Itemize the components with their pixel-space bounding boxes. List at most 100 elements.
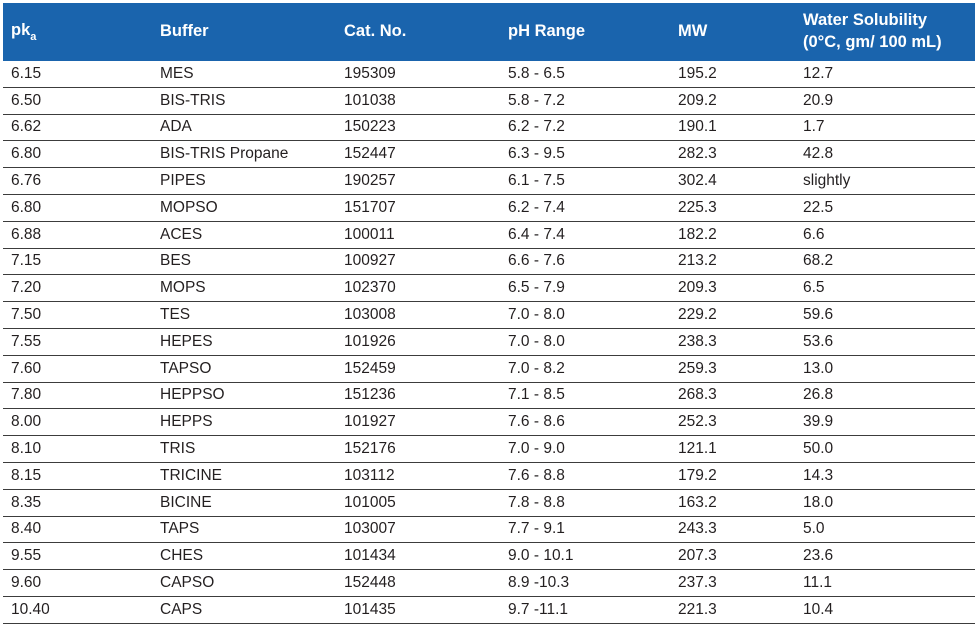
- cell-solubility: 53.6: [803, 332, 834, 350]
- table-row: 6.88 ACES 100011 6.4 - 7.4 182.2 6.6: [3, 222, 975, 249]
- cell-buffer: CAPS: [160, 600, 203, 618]
- header-solubility: Water Solubility (0°C, gm/ 100 mL): [803, 9, 975, 53]
- cell-solubility: 59.6: [803, 306, 834, 324]
- cell-pka: 10.40: [11, 600, 50, 618]
- cell-buffer: CHES: [160, 547, 204, 565]
- cell-mw: 268.3: [678, 386, 717, 404]
- cell-phrange: 7.1 - 8.5: [508, 386, 565, 404]
- cell-catno: 103008: [344, 306, 396, 324]
- cell-buffer: TES: [160, 306, 191, 324]
- cell-phrange: 5.8 - 6.5: [508, 64, 565, 82]
- cell-buffer: TAPS: [160, 520, 200, 538]
- cell-catno: 103112: [344, 466, 395, 484]
- cell-solubility: 39.9: [803, 413, 834, 431]
- cell-solubility: 22.5: [803, 198, 834, 216]
- cell-solubility: 1.7: [803, 118, 825, 136]
- header-solubility-line1: Water Solubility: [803, 11, 928, 29]
- table-row: 7.80 HEPPSO 151236 7.1 - 8.5 268.3 26.8: [3, 383, 975, 410]
- cell-pka: 9.55: [11, 547, 42, 565]
- cell-catno: 101434: [344, 547, 396, 565]
- cell-mw: 302.4: [678, 172, 717, 190]
- cell-buffer: BIS-TRIS Propane: [160, 145, 289, 163]
- cell-phrange: 5.8 - 7.2: [508, 91, 565, 109]
- cell-pka: 7.60: [11, 359, 42, 377]
- table-row: 8.10 TRIS 152176 7.0 - 9.0 121.1 50.0: [3, 436, 975, 463]
- cell-buffer: MOPSO: [160, 198, 218, 216]
- cell-mw: 209.3: [678, 279, 717, 297]
- cell-solubility: 5.0: [803, 520, 825, 538]
- cell-pka: 6.50: [11, 91, 42, 109]
- cell-pka: 6.88: [11, 225, 42, 243]
- cell-phrange: 7.8 - 8.8: [508, 493, 565, 511]
- cell-solubility: 23.6: [803, 547, 834, 565]
- cell-mw: 213.2: [678, 252, 717, 270]
- cell-pka: 8.35: [11, 493, 42, 511]
- cell-mw: 238.3: [678, 332, 717, 350]
- cell-pka: 8.15: [11, 466, 42, 484]
- cell-phrange: 6.2 - 7.2: [508, 118, 565, 136]
- cell-catno: 152176: [344, 440, 396, 458]
- table-row: 6.15 MES 195309 5.8 - 6.5 195.2 12.7: [3, 61, 975, 88]
- cell-catno: 152448: [344, 574, 396, 592]
- header-pka-main: pk: [11, 21, 31, 39]
- cell-phrange: 6.1 - 7.5: [508, 172, 565, 190]
- cell-phrange: 9.0 - 10.1: [508, 547, 574, 565]
- cell-pka: 7.20: [11, 279, 42, 297]
- cell-phrange: 7.0 - 8.0: [508, 306, 565, 324]
- cell-phrange: 7.6 - 8.6: [508, 413, 565, 431]
- cell-catno: 101435: [344, 600, 396, 618]
- table-row: 7.55 HEPES 101926 7.0 - 8.0 238.3 53.6: [3, 329, 975, 356]
- cell-mw: 229.2: [678, 306, 717, 324]
- cell-buffer: PIPES: [160, 172, 206, 190]
- table-row: 8.40 TAPS 103007 7.7 - 9.1 243.3 5.0: [3, 517, 975, 544]
- cell-catno: 150223: [344, 118, 396, 136]
- header-pka-subscript: a: [30, 31, 37, 43]
- cell-mw: 221.3: [678, 600, 717, 618]
- cell-pka: 8.40: [11, 520, 42, 538]
- table-row: 7.60 TAPSO 152459 7.0 - 8.2 259.3 13.0: [3, 356, 975, 383]
- cell-solubility: 26.8: [803, 386, 834, 404]
- table-row: 7.50 TES 103008 7.0 - 8.0 229.2 59.6: [3, 302, 975, 329]
- cell-phrange: 7.6 - 8.8: [508, 466, 565, 484]
- cell-mw: 182.2: [678, 225, 717, 243]
- cell-phrange: 6.3 - 9.5: [508, 145, 565, 163]
- cell-mw: 179.2: [678, 466, 717, 484]
- cell-catno: 151236: [344, 386, 396, 404]
- cell-buffer: TAPSO: [160, 359, 212, 377]
- table-row: 6.62 ADA 150223 6.2 - 7.2 190.1 1.7: [3, 115, 975, 142]
- cell-phrange: 7.0 - 8.2: [508, 359, 565, 377]
- cell-solubility: 42.8: [803, 145, 834, 163]
- cell-solubility: 68.2: [803, 252, 834, 270]
- cell-catno: 152459: [344, 359, 396, 377]
- cell-buffer: MES: [160, 64, 194, 82]
- header-solubility-line2: (0°C, gm/ 100 mL): [803, 33, 942, 51]
- cell-phrange: 7.7 - 9.1: [508, 520, 565, 538]
- cell-mw: 243.3: [678, 520, 717, 538]
- cell-catno: 152447: [344, 145, 396, 163]
- header-phrange: pH Range: [508, 22, 586, 40]
- cell-mw: 237.3: [678, 574, 717, 592]
- table-row: 6.80 BIS-TRIS Propane 152447 6.3 - 9.5 282.3…: [3, 141, 975, 169]
- cell-buffer: TRIS: [160, 440, 196, 458]
- cell-solubility: slightly: [803, 172, 851, 190]
- cell-mw: 207.3: [678, 547, 717, 565]
- cell-catno: 101926: [344, 332, 396, 350]
- table-body: 6.15 MES 195309 5.8 - 6.5 195.2 12.7 6.50 BIS-T…: [3, 61, 975, 624]
- buffer-table: pka Buffer Cat. No. pH Range MW Water So…: [3, 3, 975, 624]
- cell-solubility: 13.0: [803, 359, 834, 377]
- cell-pka: 7.50: [11, 306, 42, 324]
- cell-pka: 8.10: [11, 440, 42, 458]
- cell-solubility: 12.7: [803, 64, 834, 82]
- table-row: 10.40 CAPS 101435 9.7 -11.1 221.3 10.4: [3, 597, 975, 624]
- cell-catno: 190257: [344, 172, 396, 190]
- cell-solubility: 6.5: [803, 279, 825, 297]
- cell-mw: 195.2: [678, 64, 717, 82]
- cell-mw: 252.3: [678, 413, 717, 431]
- cell-buffer: ADA: [160, 118, 192, 136]
- cell-solubility: 14.3: [803, 466, 834, 484]
- cell-pka: 6.76: [11, 172, 42, 190]
- cell-buffer: MOPS: [160, 279, 206, 297]
- table-header: pka Buffer Cat. No. pH Range MW Water So…: [3, 3, 975, 61]
- cell-pka: 7.55: [11, 332, 42, 350]
- table-row: 8.35 BICINE 101005 7.8 - 8.8 163.2 18.0: [3, 490, 975, 517]
